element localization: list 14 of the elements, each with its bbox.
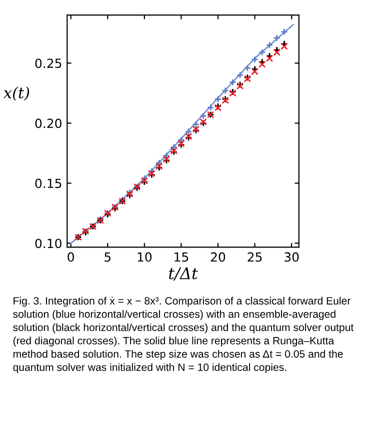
x-tick-label: 30 [284, 252, 299, 262]
y-tick-label: 0.25 [35, 58, 62, 68]
x-tick-label: 15 [174, 252, 188, 262]
x-axis-title: t/Δt [169, 267, 198, 281]
x-tick-label: 10 [138, 252, 152, 262]
y-axis-title: x(t) [3, 86, 30, 101]
y-tick-label: 0.10 [35, 238, 62, 248]
x-tick-label: 0 [68, 252, 74, 262]
y-tick-label: 0.20 [35, 118, 62, 128]
x-tick-label: 20 [210, 252, 226, 262]
caption: Fig. 3. Integration of ẋ = x − 8x³. Comparison of a classical forward Euler solution (blue horizontal/vertical crosses) with an ensemble-averaged solution (black horizontal/vertical crosses) and the quantum solver output (red diagonal crosses). The solid blue line represents a Runga–Kutta method based solution. The step size was chosen as Δt = 0.05 and the quantum solver was initialized with N = 10 identical copies. [13, 296, 354, 374]
x-tick-label: 5 [104, 252, 111, 262]
y-tick-label: 0.15 [35, 178, 62, 188]
x-tick-label: 25 [248, 252, 262, 262]
